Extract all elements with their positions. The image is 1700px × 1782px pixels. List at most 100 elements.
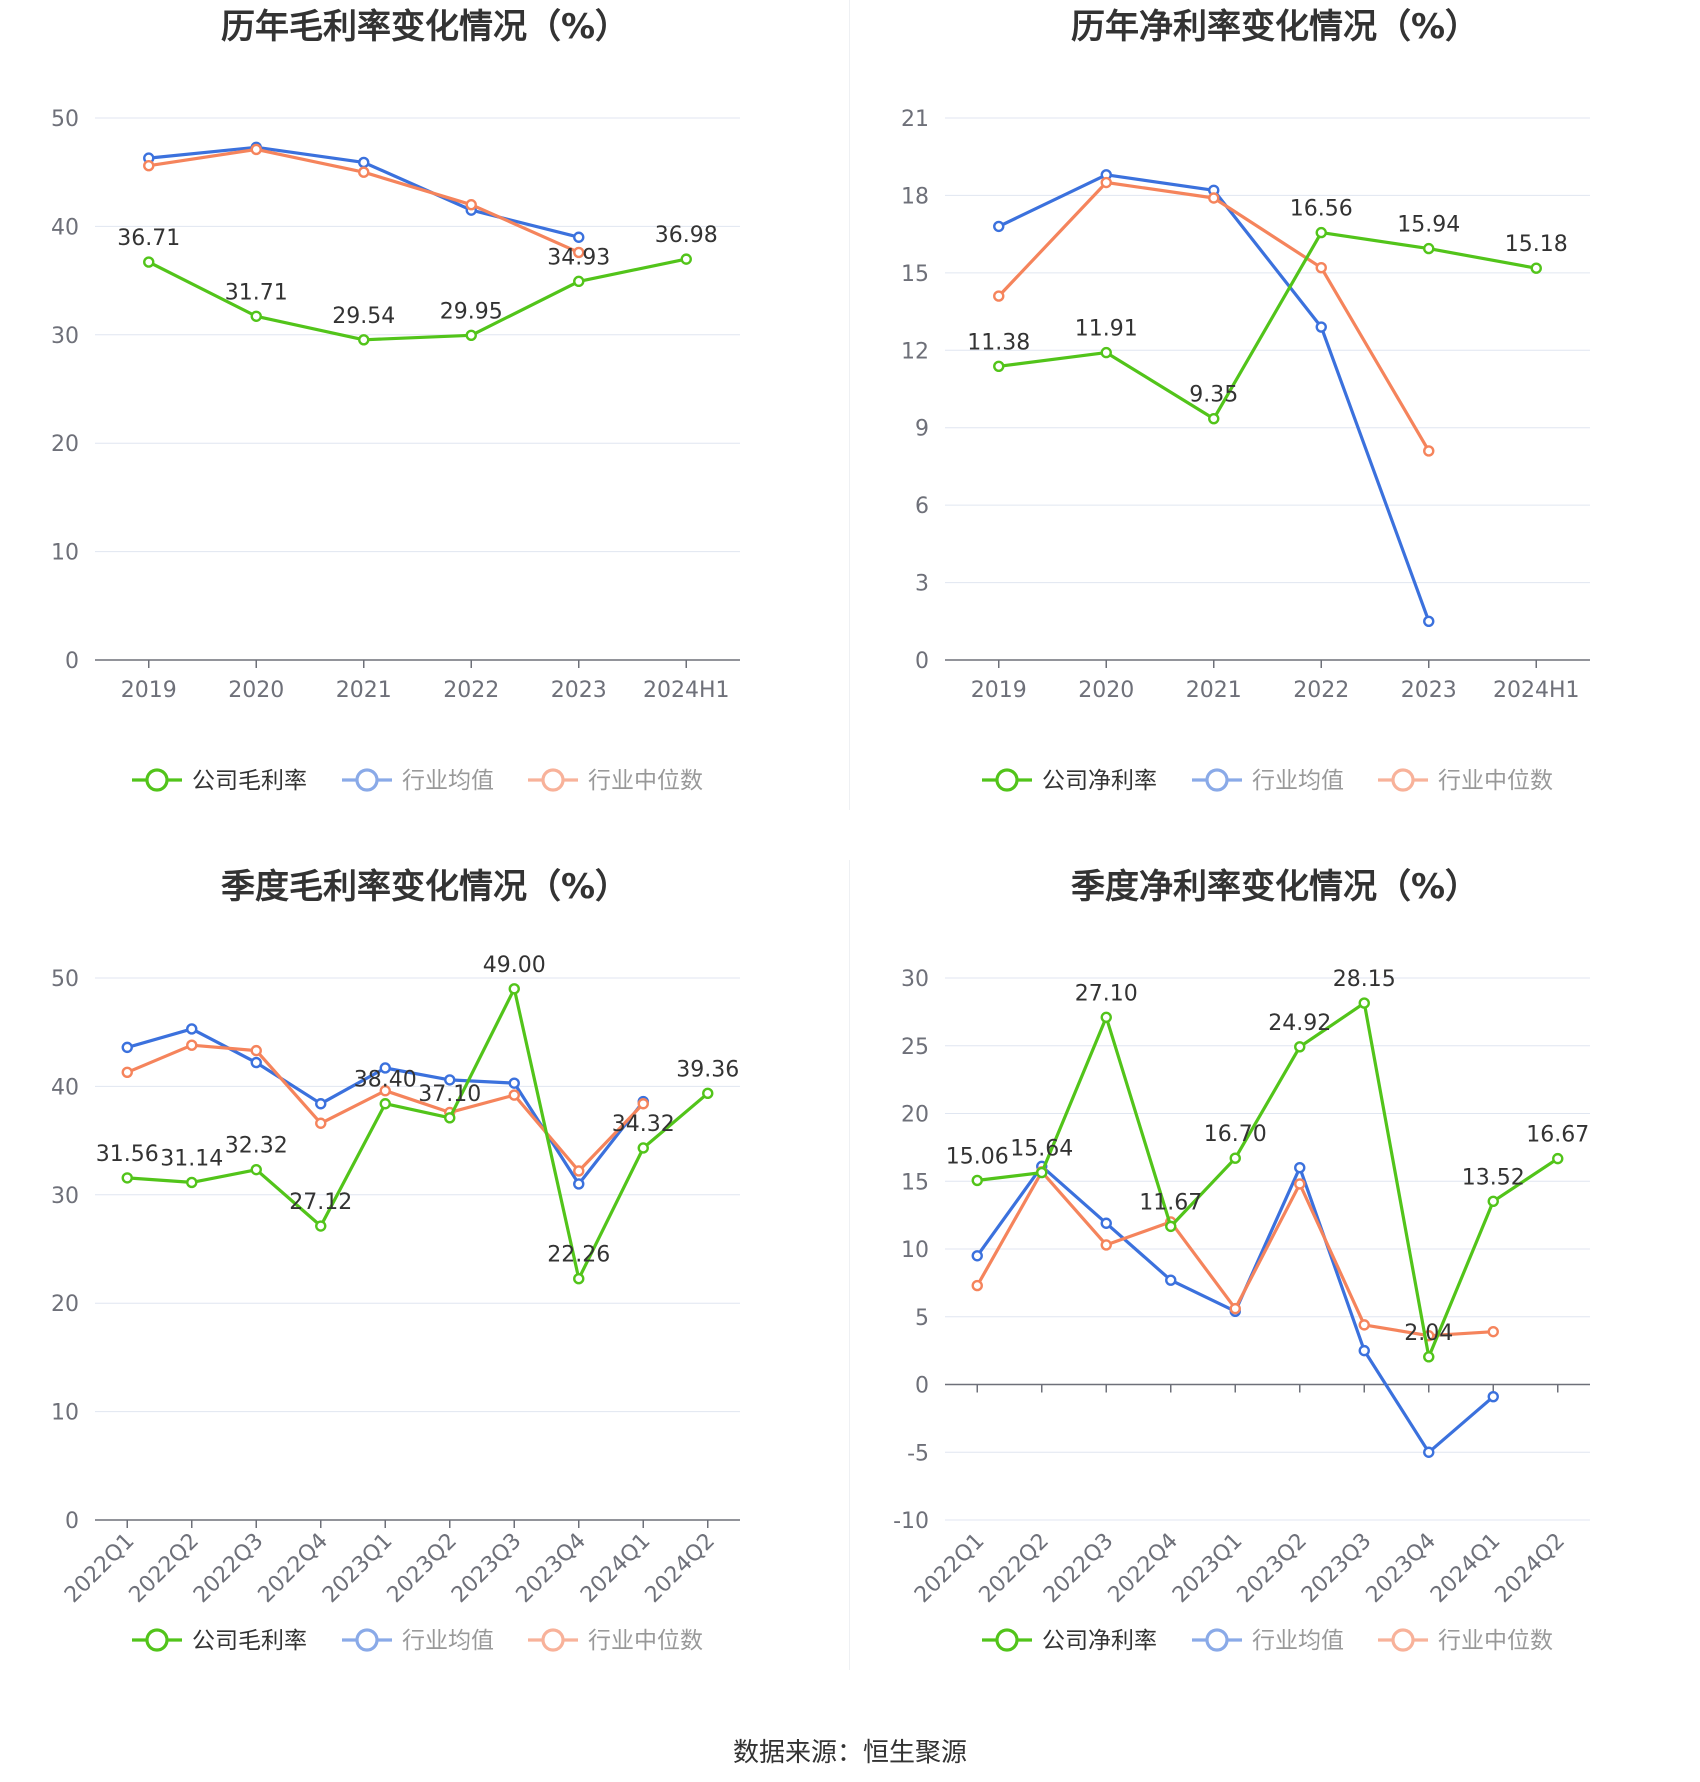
chart-quarterly-net-margin: 季度净利率变化情况（%） -10 -5 0 5 10 15 20 25 30 2022Q1 2022Q… (850, 860, 1700, 1720)
data-point-1 (1358, 1344, 1370, 1357)
x-tick-label: 2024Q1 (576, 1529, 655, 1608)
data-point-2 (637, 1098, 649, 1110)
x-tick-label: 2023Q4 (512, 1529, 591, 1608)
data-point-0 (444, 1112, 456, 1124)
x-tick-label: 2021 (1186, 678, 1242, 703)
data-point-0 (971, 1174, 983, 1187)
legend-marker-2 (1391, 1628, 1415, 1652)
data-label: 2.04 (1404, 1321, 1453, 1346)
data-point-1 (993, 220, 1005, 233)
data-point-1 (121, 1041, 133, 1054)
data-label: 31.71 (225, 280, 288, 305)
x-tick-label: 2023Q2 (383, 1529, 462, 1608)
chart-title: 历年毛利率变化情况（%） (221, 7, 629, 47)
data-point-0 (1294, 1041, 1306, 1053)
data-label: 27.10 (1075, 981, 1138, 1006)
data-point-2 (250, 1044, 262, 1057)
data-label: 32.32 (225, 1134, 288, 1159)
data-point-2 (315, 1117, 327, 1129)
legend-marker-1 (1205, 1628, 1229, 1652)
data-label: 34.93 (547, 245, 610, 270)
data-label: 28.15 (1333, 967, 1396, 992)
data-point-0 (1423, 1351, 1435, 1363)
y-tick-label: 30 (51, 1184, 79, 1209)
data-point-0 (1036, 1166, 1048, 1179)
data-point-2 (573, 246, 585, 259)
series-line-0 (977, 1001, 1559, 1359)
data-point-1 (1165, 1274, 1177, 1286)
data-point-2 (1487, 1325, 1499, 1338)
data-label: 24.92 (1268, 1011, 1331, 1036)
data-point-2 (1100, 1239, 1112, 1251)
data-point-2 (143, 159, 155, 172)
legend-marker-2 (1391, 768, 1415, 792)
data-label: 29.54 (332, 304, 395, 329)
y-tick-label: 30 (51, 324, 79, 349)
legend-marker-1 (1205, 768, 1229, 792)
x-tick-label: 2024H1 (643, 678, 730, 703)
y-tick-label: 15 (901, 262, 929, 287)
data-label: 31.14 (160, 1146, 223, 1171)
legend-marker-0 (145, 768, 169, 792)
y-tick-label: 25 (901, 1035, 929, 1060)
legend-label-2: 行业中位数 (1438, 1628, 1553, 1654)
x-tick-label: 2022Q2 (975, 1529, 1054, 1608)
chart-annual-net-margin: 历年净利率变化情况（%） 0 3 6 9 12 15 18 21 2019 2020 2021 2022… (850, 0, 1700, 860)
data-point-2 (186, 1039, 198, 1051)
data-point-0 (121, 1172, 133, 1184)
chart-quarterly-gross-margin-svg: 季度毛利率变化情况（%）010203040502022Q12022Q22022Q… (51, 867, 740, 1654)
x-tick-label: 2024Q1 (1426, 1529, 1505, 1608)
data-point-0 (573, 275, 585, 288)
y-tick-label: 15 (901, 1170, 929, 1195)
data-label: 36.71 (117, 226, 180, 251)
legend-label-1: 行业均值 (1252, 1628, 1344, 1654)
chart-title: 季度净利率变化情况（%） (1071, 867, 1479, 907)
data-point-0 (379, 1098, 391, 1110)
data-point-2 (573, 1165, 585, 1177)
legend-label-1: 行业均值 (402, 768, 494, 794)
panel-divider-bottom (849, 860, 850, 1670)
legend-marker-0 (995, 768, 1019, 792)
data-point-2 (465, 199, 477, 211)
data-label: 15.18 (1505, 232, 1568, 257)
data-point-0 (1100, 1011, 1112, 1023)
data-point-1 (1315, 321, 1327, 333)
data-point-2 (508, 1089, 520, 1101)
y-tick-label: 20 (51, 1292, 79, 1317)
data-label: 9.35 (1189, 383, 1238, 408)
y-tick-label: 3 (915, 572, 929, 597)
x-tick-label: 2022Q2 (125, 1529, 204, 1608)
legend-label-0: 公司毛利率 (192, 768, 307, 794)
legend-label-1: 行业均值 (402, 1628, 494, 1654)
data-label: 39.36 (676, 1057, 739, 1082)
data-point-1 (1100, 1217, 1112, 1229)
data-label: 36.98 (655, 223, 718, 248)
legend-label-0: 公司毛利率 (192, 1628, 307, 1654)
data-point-0 (1229, 1152, 1241, 1164)
x-tick-label: 2023Q3 (447, 1529, 526, 1608)
data-label: 27.12 (289, 1190, 352, 1215)
data-point-1 (250, 1056, 262, 1069)
y-tick-label: 5 (915, 1306, 929, 1331)
y-tick-label: 30 (901, 967, 929, 992)
x-tick-label: 2024Q2 (1491, 1529, 1570, 1608)
legend-marker-2 (541, 1628, 565, 1652)
y-tick-label: 0 (65, 1509, 79, 1534)
series-line-0 (127, 987, 709, 1281)
data-point-0 (1530, 262, 1542, 274)
x-tick-label: 2022Q1 (60, 1529, 139, 1608)
data-point-1 (1294, 1162, 1306, 1174)
data-point-2 (250, 143, 262, 156)
data-label: 15.94 (1397, 213, 1460, 238)
y-tick-label: 50 (51, 967, 79, 992)
data-point-0 (993, 360, 1005, 372)
x-tick-label: 2023Q1 (1168, 1529, 1247, 1608)
x-tick-label: 2022 (1293, 678, 1349, 703)
data-point-0 (315, 1220, 327, 1232)
data-point-2 (1315, 261, 1327, 274)
y-tick-label: 0 (65, 649, 79, 674)
data-label: 16.56 (1290, 197, 1353, 222)
data-point-1 (971, 1250, 983, 1262)
data-point-2 (121, 1066, 133, 1079)
y-tick-label: 20 (901, 1103, 929, 1128)
